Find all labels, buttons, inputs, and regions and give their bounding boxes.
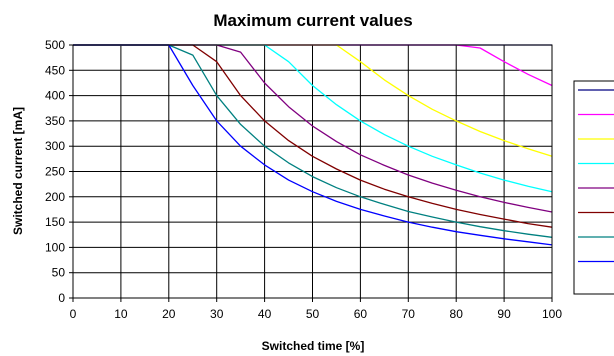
y-tick-label: 500 <box>45 38 65 52</box>
legend-items <box>578 89 614 263</box>
x-tick-label: 80 <box>450 307 464 321</box>
x-tick-label: 40 <box>258 307 272 321</box>
y-tick-label: 100 <box>45 240 65 254</box>
plot-area <box>72 44 553 299</box>
chart-title: Maximum current values <box>213 11 412 30</box>
x-tick-label: 20 <box>162 307 176 321</box>
y-tick-label: 450 <box>45 63 65 77</box>
y-tick-label: 0 <box>58 291 65 305</box>
x-tick-label: 100 <box>542 307 562 321</box>
x-tick-label: 0 <box>70 307 77 321</box>
y-tick-label: 200 <box>45 190 65 204</box>
y-tick-label: 400 <box>45 89 65 103</box>
y-axis-ticks: 0 50 100 150 200 250 300 350 400 450 500 <box>45 38 73 305</box>
y-tick-label: 350 <box>45 114 65 128</box>
x-tick-label: 70 <box>402 307 416 321</box>
y-tick-label: 50 <box>52 266 66 280</box>
y-tick-label: 300 <box>45 139 65 153</box>
y-axis-label: Switched current [mA] <box>11 107 25 235</box>
x-axis-ticks: 0 10 20 30 40 50 60 70 80 90 100 <box>70 298 562 321</box>
x-axis-label: Switched time [%] <box>262 339 365 353</box>
x-tick-label: 90 <box>497 307 511 321</box>
x-tick-label: 10 <box>114 307 128 321</box>
legend <box>573 80 614 295</box>
x-tick-label: 60 <box>354 307 368 321</box>
y-tick-label: 250 <box>45 165 65 179</box>
x-tick-label: 30 <box>210 307 224 321</box>
x-tick-label: 50 <box>306 307 320 321</box>
y-tick-label: 150 <box>45 215 65 229</box>
